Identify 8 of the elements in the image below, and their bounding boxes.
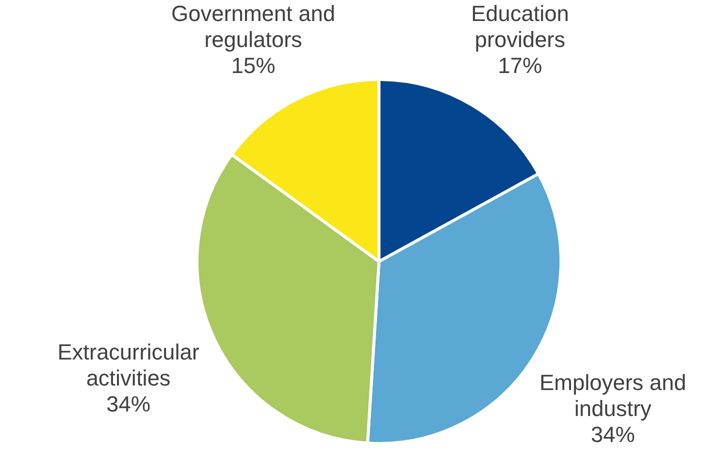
slice-label: Education providers bbox=[471, 1, 569, 52]
data-label: 15% bbox=[231, 53, 276, 78]
slice-label: Government and regulators bbox=[171, 1, 336, 52]
slice-label: Extracurricular activities bbox=[57, 340, 200, 391]
data-label: 17% bbox=[498, 53, 542, 78]
slice-label: Employers and industry bbox=[540, 370, 686, 421]
data-label: 34% bbox=[590, 422, 635, 447]
data-label: 34% bbox=[106, 392, 150, 417]
